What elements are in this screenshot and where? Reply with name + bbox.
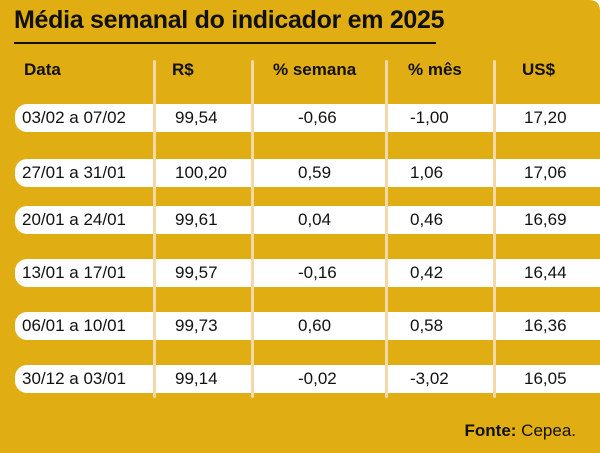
- cell-usd: 16,44: [524, 263, 567, 282]
- column-separator: [385, 60, 388, 398]
- cell-usd: 16,69: [524, 210, 567, 229]
- header-data: Data: [24, 60, 61, 79]
- cell-brl: 99,73: [175, 316, 218, 335]
- cell-pct-month: -3,02: [410, 369, 449, 388]
- table-row: 13/01 a 17/01 99,57 -0,16 0,42 16,44: [15, 259, 600, 287]
- cell-date: 20/01 a 24/01: [22, 210, 126, 229]
- header-pct-month: % mês: [408, 60, 462, 79]
- source-note: Fonte: Cepea.: [465, 421, 577, 441]
- table-row: 30/12 a 03/01 99,14 -0,02 -3,02 16,05: [15, 365, 600, 393]
- cell-pct-month: 0,42: [410, 263, 444, 282]
- cell-brl: 100,20: [175, 163, 227, 182]
- cell-pct-month: -1,00: [410, 108, 449, 127]
- header-pct-week: % semana: [273, 60, 357, 79]
- table-title: Média semanal do indicador em 2025: [14, 6, 445, 34]
- cell-usd: 16,05: [524, 369, 567, 388]
- cell-pct-week: -0,66: [298, 108, 337, 127]
- table-row: 06/01 a 10/01 99,73 0,60 0,58 16,36: [15, 312, 600, 340]
- header-usd: US$: [522, 60, 556, 79]
- cell-pct-month: 1,06: [410, 163, 444, 182]
- cell-usd: 17,20: [524, 108, 567, 127]
- source-label: Fonte:: [464, 421, 517, 440]
- cell-pct-week: -0,02: [298, 369, 337, 388]
- cell-date: 03/02 a 07/02: [22, 108, 126, 127]
- cell-brl: 99,57: [175, 263, 218, 282]
- title-underline: [14, 42, 436, 44]
- cell-date: 06/01 a 10/01: [22, 316, 126, 335]
- column-separator: [251, 60, 254, 398]
- cell-pct-week: -0,16: [298, 263, 337, 282]
- cell-usd: 17,06: [524, 163, 567, 182]
- cell-brl: 99,54: [175, 108, 218, 127]
- cell-date: 27/01 a 31/01: [22, 163, 126, 182]
- cell-date: 30/12 a 03/01: [22, 369, 126, 388]
- table-row: 20/01 a 24/01 99,61 0,04 0,46 16,69: [15, 206, 600, 234]
- table-row: 27/01 a 31/01 100,20 0,59 1,06 17,06: [15, 159, 600, 187]
- cell-pct-week: 0,59: [298, 163, 332, 182]
- cell-pct-month: 0,58: [410, 316, 444, 335]
- header-brl: R$: [172, 60, 194, 79]
- cell-brl: 99,14: [175, 369, 218, 388]
- cell-pct-week: 0,60: [298, 316, 332, 335]
- table-row: 03/02 a 07/02 99,54 -0,66 -1,00 17,20: [15, 104, 600, 132]
- cell-usd: 16,36: [524, 316, 567, 335]
- column-separator: [153, 60, 156, 398]
- source-text: Cepea.: [521, 421, 576, 440]
- column-separator: [493, 60, 496, 398]
- cell-pct-week: 0,04: [298, 210, 332, 229]
- cell-date: 13/01 a 17/01: [22, 263, 126, 282]
- cell-pct-month: 0,46: [410, 210, 444, 229]
- cell-brl: 99,61: [175, 210, 218, 229]
